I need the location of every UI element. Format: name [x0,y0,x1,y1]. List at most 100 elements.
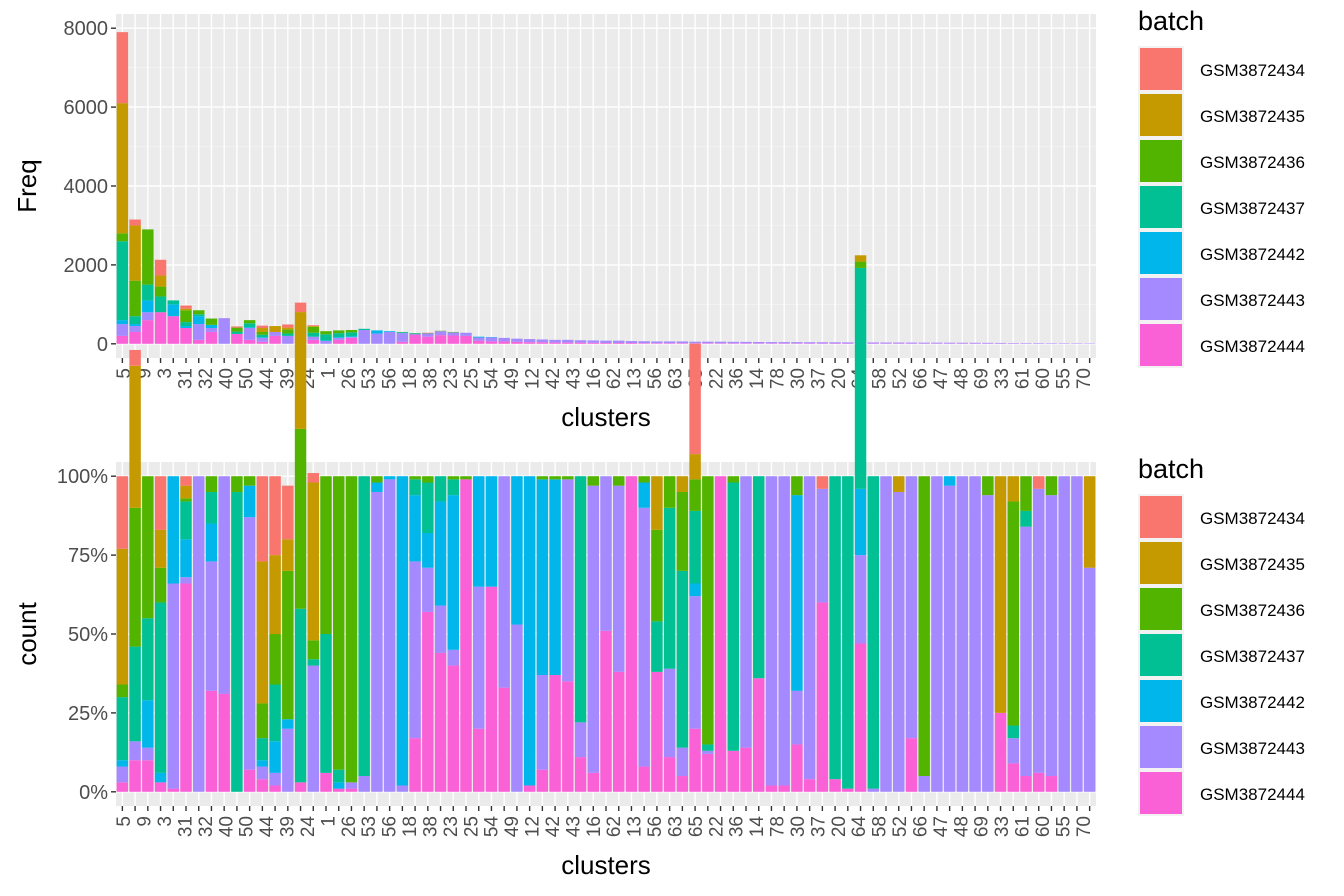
x-tick-label: 70 [1074,368,1095,389]
bar-segment-GSM3872437 [129,316,141,325]
bar-segment-GSM3872444 [536,342,549,344]
bar-segment-GSM3872444 [256,779,269,792]
bar-segment-GSM3872436 [320,331,332,335]
bar-segment-GSM3872443 [1058,476,1070,792]
x-tick-label: 52 [890,816,911,837]
bar-segment-GSM3872444 [523,785,536,792]
x-tick-label: 26 [339,368,360,389]
x-tick-label: 3 [155,816,176,827]
x-tick-label: 50 [237,816,258,837]
bar-segment-GSM3872436 [918,476,930,777]
bar-segment-GSM3872443 [689,596,701,729]
bar-segment-GSM3872436 [345,476,358,783]
bar-segment-GSM3872444 [167,316,179,344]
bar-segment-GSM3872443 [956,342,969,344]
bar-segment-GSM3872443 [434,331,447,336]
bar-segment-GSM3872442 [116,760,129,767]
bar-segment-GSM3872435 [854,255,867,262]
bar-segment-GSM3872436 [256,331,269,335]
legend-key-GSM3872434 [1140,48,1182,90]
x-tick-label: 64 [849,816,870,838]
bar-segment-GSM3872435 [1007,476,1019,502]
legend-key-GSM3872437 [1140,634,1182,676]
bar-segment-GSM3872437 [434,476,447,502]
bar-segment-GSM3872434 [154,476,167,530]
bar-segment-GSM3872435 [180,308,192,311]
bar-segment-GSM3872437 [193,314,205,317]
bar-segment-GSM3872443 [536,675,549,770]
bar-segment-GSM3872443 [829,342,841,344]
legend-label: GSM3872436 [1200,153,1305,172]
bar-segment-GSM3872443 [1007,738,1019,764]
bar-segment-GSM3872436 [282,570,294,720]
bar-segment-GSM3872434 [282,485,294,540]
bar-segment-GSM3872444 [180,328,192,344]
bar-segment-GSM3872444 [243,339,256,344]
bar-segment-GSM3872442 [256,760,269,767]
bar-segment-GSM3872444 [116,782,129,792]
bar-segment-GSM3872435 [307,326,319,327]
bar-segment-GSM3872443 [893,342,905,344]
x-tick-label: 25 [461,368,482,389]
bar-segment-GSM3872442 [269,741,281,773]
x-tick-label: 26 [339,816,360,837]
bar-segment-GSM3872436 [791,476,803,496]
bar-segment-GSM3872444 [753,678,765,792]
bar-segment-GSM3872436 [243,476,256,486]
bar-segment-GSM3872444 [651,343,663,344]
x-axis-title: clusters [561,850,651,880]
bar-segment-GSM3872434 [689,343,701,455]
x-tick-label: 22 [706,368,727,389]
bar-segment-GSM3872444 [663,343,676,344]
bar-segment-GSM3872443 [396,333,409,342]
bar-segment-GSM3872434 [256,476,269,562]
bar-segment-GSM3872436 [460,476,472,480]
bar-segment-GSM3872443 [880,342,892,344]
bar-segment-GSM3872443 [523,339,536,343]
x-tick-label: 56 [645,816,666,837]
bar-segment-GSM3872444 [523,342,536,344]
bar-segment-GSM3872442 [638,482,650,508]
x-tick-label: 56 [380,368,401,389]
bar-segment-GSM3872443 [676,747,689,777]
bar-segment-GSM3872435 [282,327,294,330]
bar-segment-GSM3872444 [142,760,154,792]
bar-segment-GSM3872435 [256,328,269,332]
bar-segment-GSM3872436 [587,476,599,486]
bar-segment-GSM3872444 [803,779,816,792]
bar-segment-GSM3872437 [689,510,701,584]
bar-segment-GSM3872443 [1045,495,1058,777]
legend-key-GSM3872444 [1140,772,1182,814]
x-tick-label: 48 [951,816,972,837]
x-tick-label: 62 [604,816,625,837]
bar-segment-GSM3872443 [269,331,281,336]
x-tick-label: 61 [1013,368,1034,389]
x-tick-label: 33 [992,816,1013,837]
bar-segment-GSM3872442 [142,300,154,313]
bar-segment-GSM3872444 [625,476,638,792]
bar-segment-GSM3872436 [307,640,319,660]
bar-segment-GSM3872437 [409,479,421,496]
legend-key-GSM3872435 [1140,542,1182,584]
legend-label: GSM3872437 [1200,647,1305,666]
bar-segment-GSM3872444 [994,712,1007,792]
bar-segment-GSM3872443 [282,728,294,792]
bar-segment-GSM3872443 [473,337,485,341]
y-tick-label: 75% [68,545,108,567]
bar-segment-GSM3872434 [1033,476,1045,489]
bar-segment-GSM3872443 [485,337,498,342]
bar-segment-GSM3872444 [1007,763,1019,792]
x-tick-label: 53 [359,816,380,837]
bar-segment-GSM3872436 [180,310,192,323]
x-tick-label: 20 [829,816,850,837]
x-tick-label: 60 [1033,816,1054,837]
bar-segment-GSM3872444 [320,772,332,792]
bar-segment-GSM3872435 [651,476,663,530]
bar-segment-GSM3872437 [320,634,332,773]
bar-segment-GSM3872437 [651,621,663,672]
bar-segment-GSM3872437 [154,296,167,313]
bar-segment-GSM3872437 [358,476,370,777]
bar-segment-GSM3872444 [638,766,650,792]
x-tick-label: 48 [951,368,972,389]
bar-segment-GSM3872442 [536,479,549,676]
